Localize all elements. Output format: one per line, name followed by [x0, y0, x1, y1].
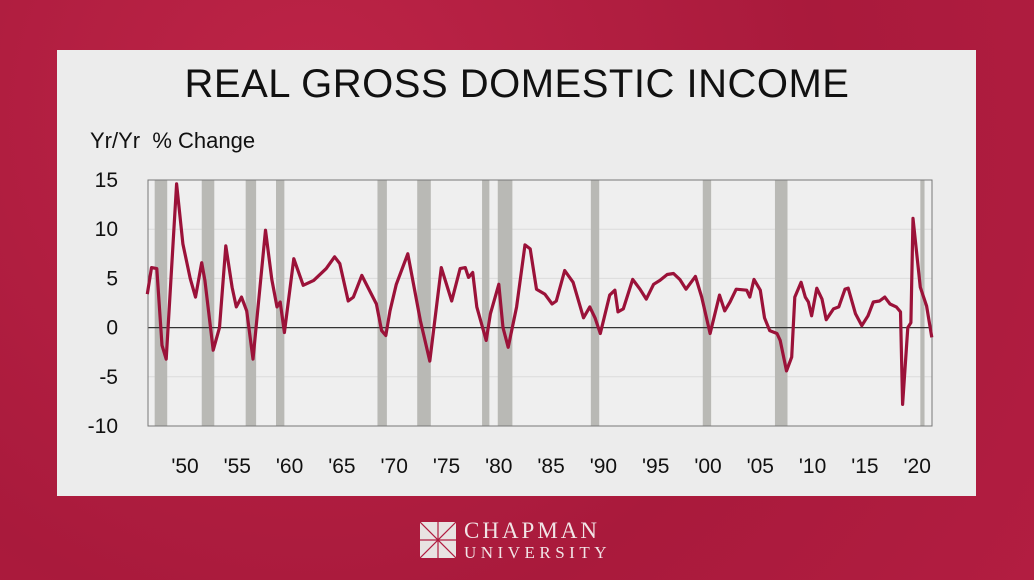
y-tick-label: 5 [106, 267, 118, 290]
x-tick-label: '15 [851, 455, 878, 478]
recession-band [774, 180, 788, 426]
recession-band [154, 180, 168, 426]
x-tick-label: '55 [224, 455, 251, 478]
x-tick-label: '80 [485, 455, 512, 478]
y-tick-label: -5 [99, 366, 118, 389]
x-tick-label: '00 [694, 455, 721, 478]
plot-border [147, 179, 933, 427]
x-tick-label: '60 [276, 455, 303, 478]
chapman-logo: CHAPMAN UNIVERSITY [420, 519, 611, 561]
chapman-window-icon [420, 522, 456, 558]
logo-text-university: UNIVERSITY [464, 543, 611, 562]
recession-band [702, 180, 712, 426]
x-tick-label: '70 [381, 455, 408, 478]
x-tick-label: '50 [171, 455, 198, 478]
y-tick-label: 15 [95, 169, 118, 192]
y-axis-label: Yr/Yr % Change [90, 128, 256, 153]
recession-band [377, 180, 387, 426]
y-tick-label: -10 [88, 415, 118, 438]
recession-band [920, 180, 925, 426]
recession-band [245, 180, 257, 426]
x-tick-label: '90 [590, 455, 617, 478]
logo-text-chapman: CHAPMAN [464, 518, 601, 543]
recession-band [590, 180, 600, 426]
recession-band [417, 180, 431, 426]
x-tick-label: '65 [328, 455, 355, 478]
recession-band [497, 180, 513, 426]
x-tick-label: '85 [537, 455, 564, 478]
chart-title: REAL GROSS DOMESTIC INCOME [184, 62, 850, 106]
x-tick-label: '20 [904, 455, 931, 478]
recession-band [482, 180, 490, 426]
gdi-series-line [145, 182, 934, 406]
y-tick-label: 0 [106, 317, 118, 340]
x-tick-label: '75 [433, 455, 460, 478]
x-tick-label: '10 [799, 455, 826, 478]
y-tick-label: 10 [95, 218, 118, 241]
x-tick-label: '05 [747, 455, 774, 478]
x-tick-label: '95 [642, 455, 669, 478]
